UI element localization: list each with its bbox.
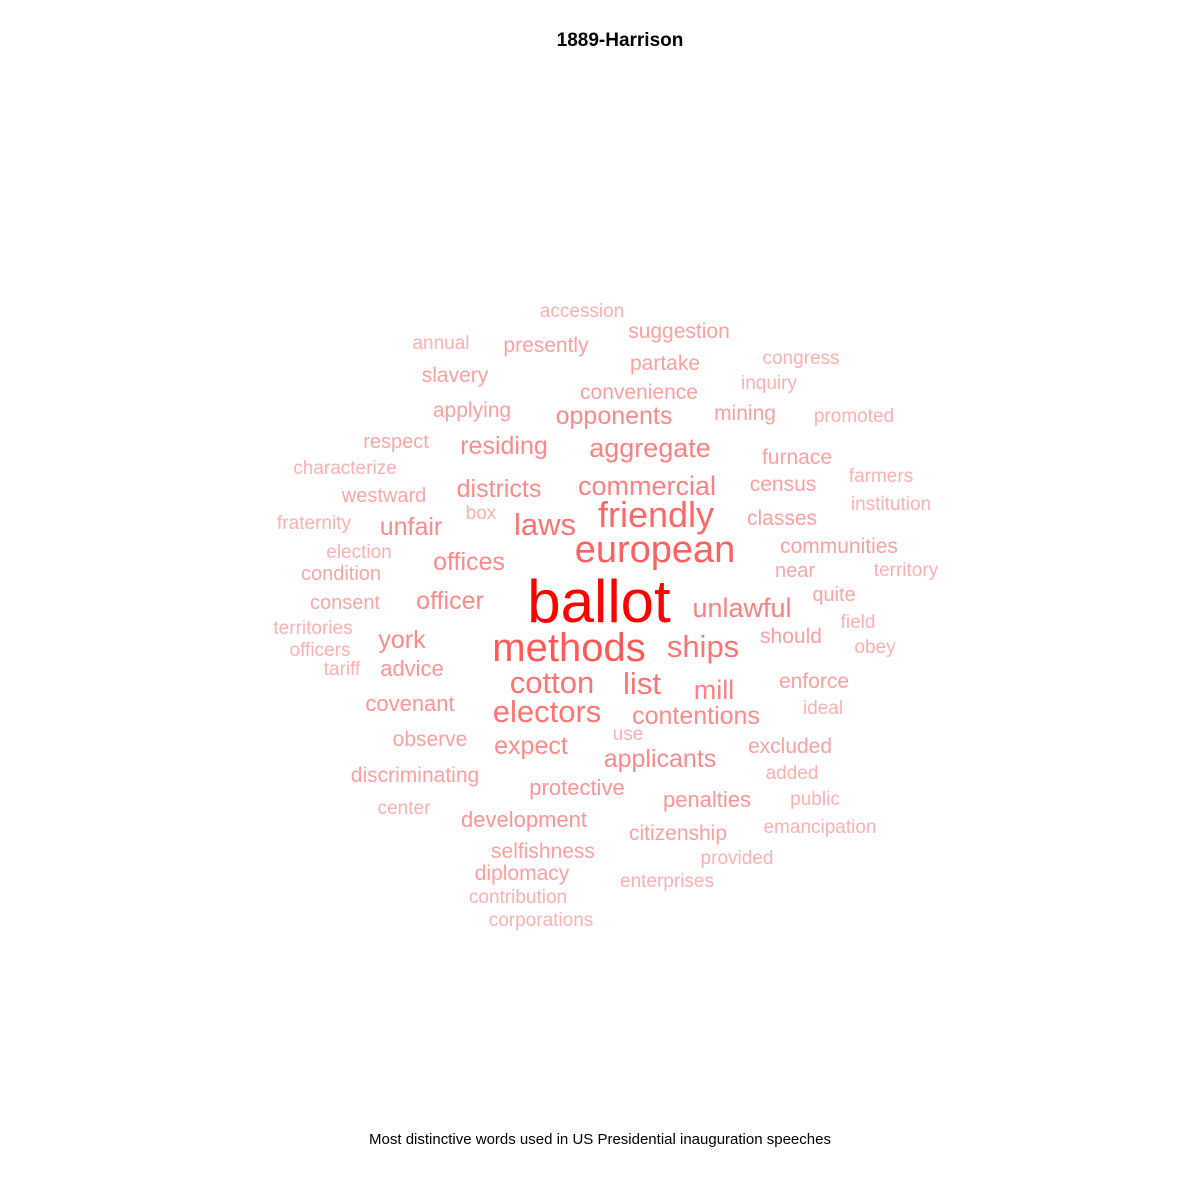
word-field: field [841,612,876,633]
word-inquiry: inquiry [741,373,797,394]
word-use: use [613,724,644,745]
word-condition: condition [301,563,381,585]
word-should: should [760,625,822,648]
word-provided: provided [701,848,774,869]
word-near: near [775,560,815,582]
word-officers: officers [290,640,351,661]
word-contentions: contentions [632,702,760,730]
word-institution: institution [851,494,931,515]
word-electors: electors [493,694,602,729]
word-commercial: commercial [578,471,716,501]
word-citizenship: citizenship [629,822,727,845]
word-public: public [790,789,840,810]
word-selfishness: selfishness [491,840,595,863]
word-classes: classes [747,507,817,530]
word-enforce: enforce [779,670,849,693]
word-tariff: tariff [324,659,361,680]
chart-title: 1889-Harrison [556,30,684,51]
word-offices: offices [433,548,505,576]
word-covenant: covenant [365,691,454,716]
word-convenience: convenience [580,381,698,404]
word-territory: territory [874,560,939,581]
word-unlawful: unlawful [692,593,791,623]
word-aggregate: aggregate [589,433,711,463]
word-diplomacy: diplomacy [475,862,570,885]
word-enterprises: enterprises [620,871,714,892]
word-annual: annual [412,333,469,354]
word-corporations: corporations [489,910,594,931]
word-mill: mill [694,675,735,705]
word-fraternity: fraternity [277,513,351,534]
word-excluded: excluded [748,735,832,758]
word-respect: respect [363,431,429,453]
word-advice: advice [380,656,444,681]
word-applying: applying [433,399,511,422]
word-presently: presently [503,334,589,357]
word-european: european [575,529,736,571]
word-box: box [466,503,497,524]
word-suggestion: suggestion [628,320,730,343]
word-applicants: applicants [604,745,717,773]
word-accession: accession [540,301,625,322]
word-mining: mining [714,402,776,425]
word-election: election [326,542,392,563]
word-consent: consent [310,592,380,614]
word-quite: quite [812,584,855,606]
word-ships: ships [667,629,739,664]
word-furnace: furnace [762,446,832,469]
word-added: added [766,763,819,784]
word-census: census [750,473,817,496]
word-unfair: unfair [380,513,443,541]
word-friendly: friendly [598,494,714,535]
word-communities: communities [780,535,898,558]
word-contribution: contribution [469,887,567,908]
word-residing: residing [460,432,548,460]
word-center: center [378,798,431,819]
word-congress: congress [762,348,839,369]
word-cotton: cotton [510,665,594,700]
word-expect: expect [494,732,568,760]
word-laws: laws [514,507,576,542]
word-territories: territories [273,618,352,639]
word-obey: obey [854,637,896,658]
word-partake: partake [630,352,700,375]
word-officer: officer [416,587,484,615]
word-observe: observe [393,728,468,751]
word-york: york [378,626,426,654]
word-protective: protective [529,775,624,800]
word-methods: methods [492,626,645,670]
word-ideal: ideal [803,698,843,719]
word-districts: districts [457,475,542,503]
word-penalties: penalties [663,787,751,812]
word-promoted: promoted [814,406,894,427]
word-list: list [623,666,661,701]
word-opponents: opponents [556,402,673,430]
word-development: development [461,807,587,832]
word-discriminating: discriminating [351,764,479,787]
word-characterize: characterize [293,458,397,479]
word-farmers: farmers [849,466,913,487]
word-ballot: ballot [527,568,671,635]
word-emancipation: emancipation [763,817,876,838]
word-westward: westward [341,485,426,507]
chart-caption: Most distinctive words used in US Presid… [369,1131,831,1148]
word-slavery: slavery [422,364,489,387]
